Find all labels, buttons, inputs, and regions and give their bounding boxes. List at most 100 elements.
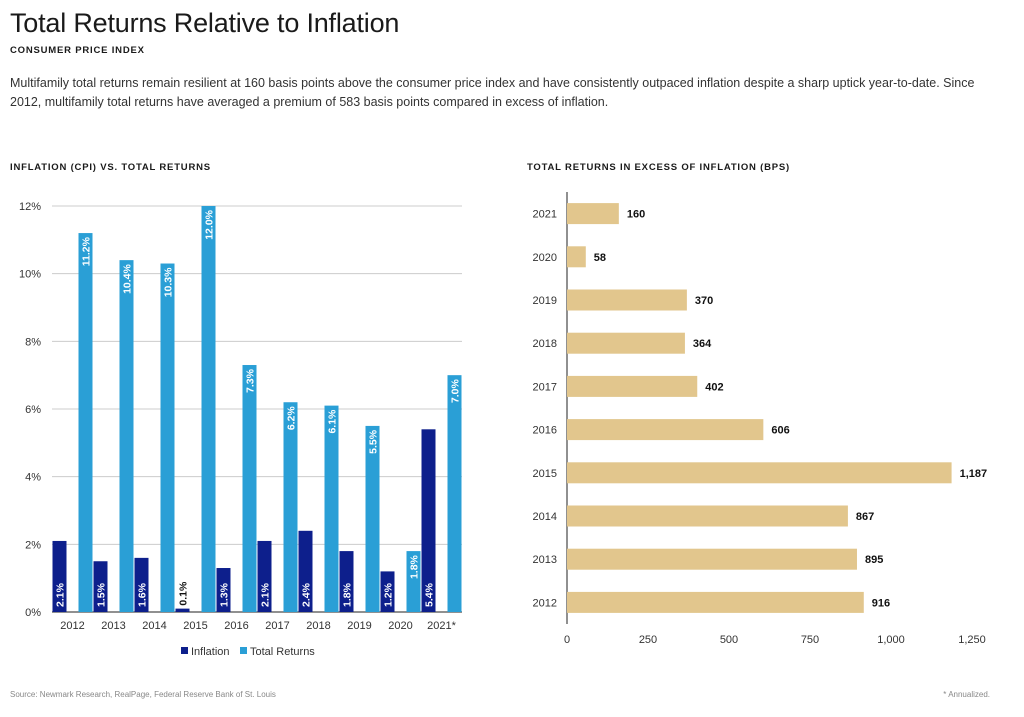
total-returns-value-label: 12.0% <box>204 209 216 239</box>
inflation-value-label: 1.5% <box>96 582 108 607</box>
legend-swatch-inflation <box>181 647 188 654</box>
x-tick-label: 2012 <box>60 620 84 632</box>
y-tick-label: 12% <box>19 201 41 213</box>
inflation-value-label: 2.4% <box>301 582 313 607</box>
y-tick-label: 2016 <box>533 425 557 437</box>
excess-bar <box>567 548 857 570</box>
total-returns-bar <box>283 402 298 612</box>
y-tick-label: 2% <box>25 539 41 551</box>
excess-bar <box>567 591 864 613</box>
inflation-bar <box>298 530 313 612</box>
inflation-bar <box>380 571 395 612</box>
excess-value-label: 606 <box>771 425 789 437</box>
page-subtitle: CONSUMER PRICE INDEX <box>10 45 145 56</box>
total-returns-bar <box>201 206 216 612</box>
inflation-bar <box>93 561 108 612</box>
excess-bar <box>567 419 764 441</box>
total-returns-bar <box>242 365 257 612</box>
total-returns-bar <box>78 233 93 613</box>
inflation-value-label: 1.6% <box>137 582 149 607</box>
annualized-note: * Annualized. <box>943 690 990 699</box>
y-tick-label: 2017 <box>533 381 557 393</box>
x-tick-label: 750 <box>801 634 819 646</box>
y-tick-label: 2013 <box>533 554 557 566</box>
inflation-value-label: 0.1% <box>178 581 190 606</box>
inflation-value-label: 1.8% <box>342 582 354 607</box>
x-tick-label: 2016 <box>224 620 248 632</box>
legend-label-total-returns: Total Returns <box>250 646 315 658</box>
excess-bar <box>567 505 848 527</box>
total-returns-value-label: 6.2% <box>286 406 298 431</box>
excess-value-label: 160 <box>627 209 645 221</box>
inflation-bar <box>339 551 354 612</box>
legend-label-inflation: Inflation <box>191 646 230 658</box>
inflation-value-label: 1.2% <box>383 582 395 607</box>
y-tick-label: 2015 <box>533 468 557 480</box>
left-chart-title: INFLATION (CPI) VS. TOTAL RETURNS <box>10 162 211 173</box>
page-title: Total Returns Relative to Inflation <box>10 8 400 38</box>
y-tick-label: 4% <box>25 472 41 484</box>
total-returns-value-label: 6.1% <box>327 409 339 434</box>
y-tick-label: 2019 <box>533 295 557 307</box>
x-tick-label: 2021* <box>427 620 456 632</box>
legend-swatch-total-returns <box>240 647 247 654</box>
x-tick-label: 1,250 <box>958 634 986 646</box>
excess-bar <box>567 289 687 311</box>
x-tick-label: 2015 <box>183 620 207 632</box>
total-returns-bar <box>119 260 134 612</box>
inflation-value-label: 2.1% <box>260 582 272 607</box>
excess-value-label: 867 <box>856 511 874 523</box>
total-returns-value-label: 10.4% <box>122 263 134 293</box>
x-tick-label: 2013 <box>101 620 125 632</box>
inflation-bar <box>421 429 436 612</box>
y-tick-label: 2014 <box>533 511 557 523</box>
source-note: Source: Newmark Research, RealPage, Fede… <box>10 690 276 699</box>
y-tick-label: 2012 <box>533 597 557 609</box>
total-returns-value-label: 7.3% <box>245 368 257 393</box>
inflation-bar <box>175 608 190 612</box>
total-returns-value-label: 5.5% <box>368 429 380 454</box>
excess-bar <box>567 375 698 397</box>
total-returns-bar <box>447 375 462 612</box>
y-tick-label: 0% <box>25 607 41 619</box>
x-tick-label: 1,000 <box>877 634 905 646</box>
x-tick-label: 250 <box>639 634 657 646</box>
excess-value-label: 916 <box>872 597 890 609</box>
excess-value-label: 58 <box>594 252 606 264</box>
excess-value-label: 1,187 <box>960 468 988 480</box>
inflation-bar <box>216 568 231 612</box>
total-returns-value-label: 11.2% <box>81 236 93 266</box>
x-tick-label: 0 <box>564 634 570 646</box>
excess-bar <box>567 203 619 225</box>
x-tick-label: 2019 <box>347 620 371 632</box>
excess-value-label: 364 <box>693 338 712 350</box>
total-returns-bar <box>160 263 175 612</box>
y-tick-label: 6% <box>25 404 41 416</box>
y-tick-label: 2021 <box>533 209 557 221</box>
y-tick-label: 10% <box>19 269 41 281</box>
total-returns-bar <box>406 551 421 612</box>
inflation-value-label: 2.1% <box>55 582 67 607</box>
total-returns-value-label: 10.3% <box>163 267 175 297</box>
y-tick-label: 8% <box>25 336 41 348</box>
inflation-bar <box>257 540 272 612</box>
inflation-bar <box>134 557 149 612</box>
summary-paragraph: Multifamily total returns remain resilie… <box>10 76 975 109</box>
x-tick-label: 2020 <box>388 620 412 632</box>
excess-bar <box>567 332 685 354</box>
total-returns-bar <box>324 405 339 612</box>
inflation-value-label: 5.4% <box>424 582 436 607</box>
right-chart-title: TOTAL RETURNS IN EXCESS OF INFLATION (BP… <box>527 162 791 173</box>
excess-bar <box>567 462 952 484</box>
x-tick-label: 2018 <box>306 620 330 632</box>
excess-value-label: 402 <box>705 381 723 393</box>
total-returns-value-label: 1.8% <box>409 554 421 579</box>
total-returns-bar <box>365 425 380 612</box>
excess-value-label: 895 <box>865 554 883 566</box>
y-tick-label: 2020 <box>533 252 557 264</box>
y-tick-label: 2018 <box>533 338 557 350</box>
inflation-value-label: 1.3% <box>219 582 231 607</box>
x-tick-label: 2017 <box>265 620 289 632</box>
x-tick-label: 2014 <box>142 620 166 632</box>
